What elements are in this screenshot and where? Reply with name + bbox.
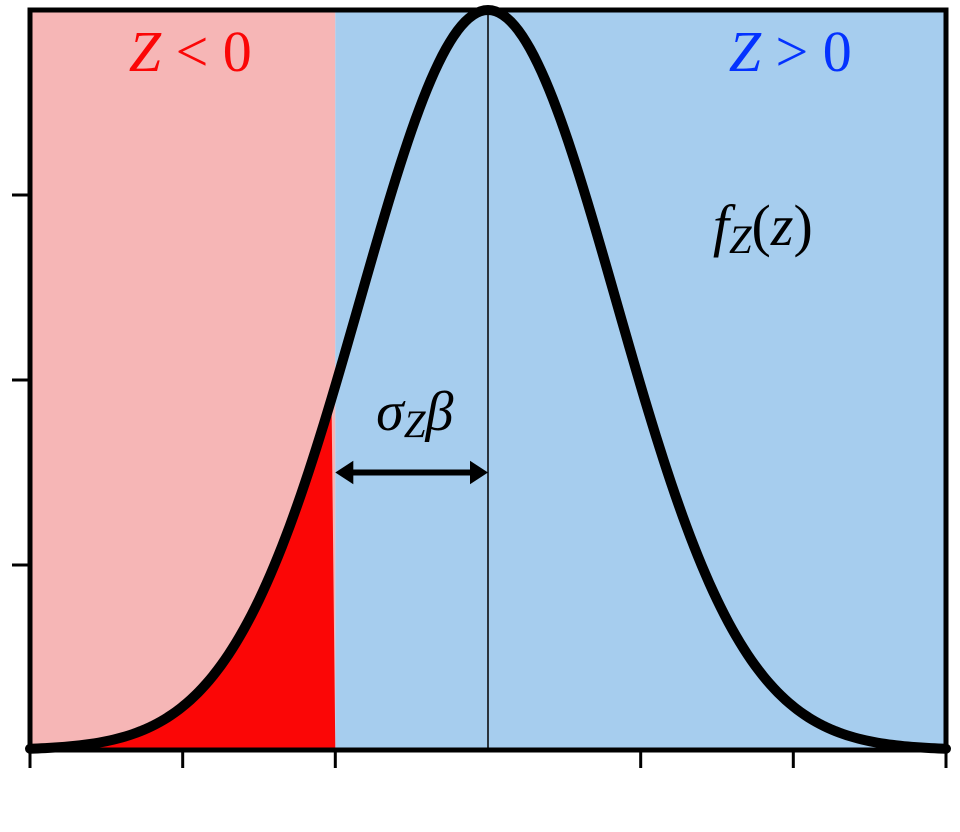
var-Z: Z <box>129 19 162 84</box>
paren-close: ) <box>793 193 812 258</box>
op-gt-0: > 0 <box>761 19 852 84</box>
op-lt-0: < 0 <box>161 19 252 84</box>
var-beta: β <box>424 381 453 443</box>
var-z: z <box>770 193 794 258</box>
paren-open: ( <box>752 193 771 258</box>
label-z-lt-0: Z < 0 <box>129 19 252 84</box>
label-fz: fZ(z) <box>713 193 813 261</box>
sub-Z: Z <box>404 403 427 446</box>
figure: Z < 0Z > 0fZ(z)σZβ <box>0 0 960 832</box>
greek-sigma: σ <box>376 381 406 443</box>
var-Z: Z <box>729 19 762 84</box>
label-z-gt-0: Z > 0 <box>729 19 852 84</box>
sub-Z: Z <box>729 217 752 262</box>
